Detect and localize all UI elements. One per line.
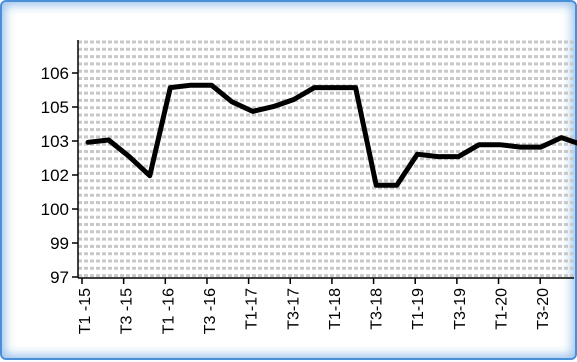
x-tick-label: T1 -16	[160, 288, 177, 334]
x-tick-label: T1-19	[410, 288, 427, 330]
x-tick-label: T3-17	[285, 288, 302, 330]
y-tick-label: 105	[41, 98, 69, 117]
x-tick-label: T1-20	[494, 288, 511, 330]
x-tick-label: T3 -15	[119, 288, 136, 334]
x-tick-label: T3-18	[369, 288, 386, 330]
y-tick-label: 99	[50, 234, 69, 253]
y-tick-label: 103	[41, 132, 69, 151]
y-tick-label: 106	[41, 64, 69, 83]
y-tick-label: 97	[50, 268, 69, 287]
x-tick-label: T3-20	[535, 288, 552, 330]
y-tick-label: 100	[41, 200, 69, 219]
x-tick-label: T3 -16	[202, 288, 219, 334]
y-tick-label: 102	[41, 166, 69, 185]
x-tick-label: T3-19	[452, 288, 469, 330]
x-ticks: T1 -15 T3 -15 T1 -16 T3 -16 T1-17 T3-17 T1-18 T…	[77, 278, 577, 334]
x-tick-label: T1-17	[244, 288, 261, 330]
x-tick-label: T1-18	[327, 288, 344, 330]
y-ticks: 97 99 100 102 103 105 106	[41, 64, 78, 287]
x-tick-label: T1 -15	[77, 288, 94, 334]
